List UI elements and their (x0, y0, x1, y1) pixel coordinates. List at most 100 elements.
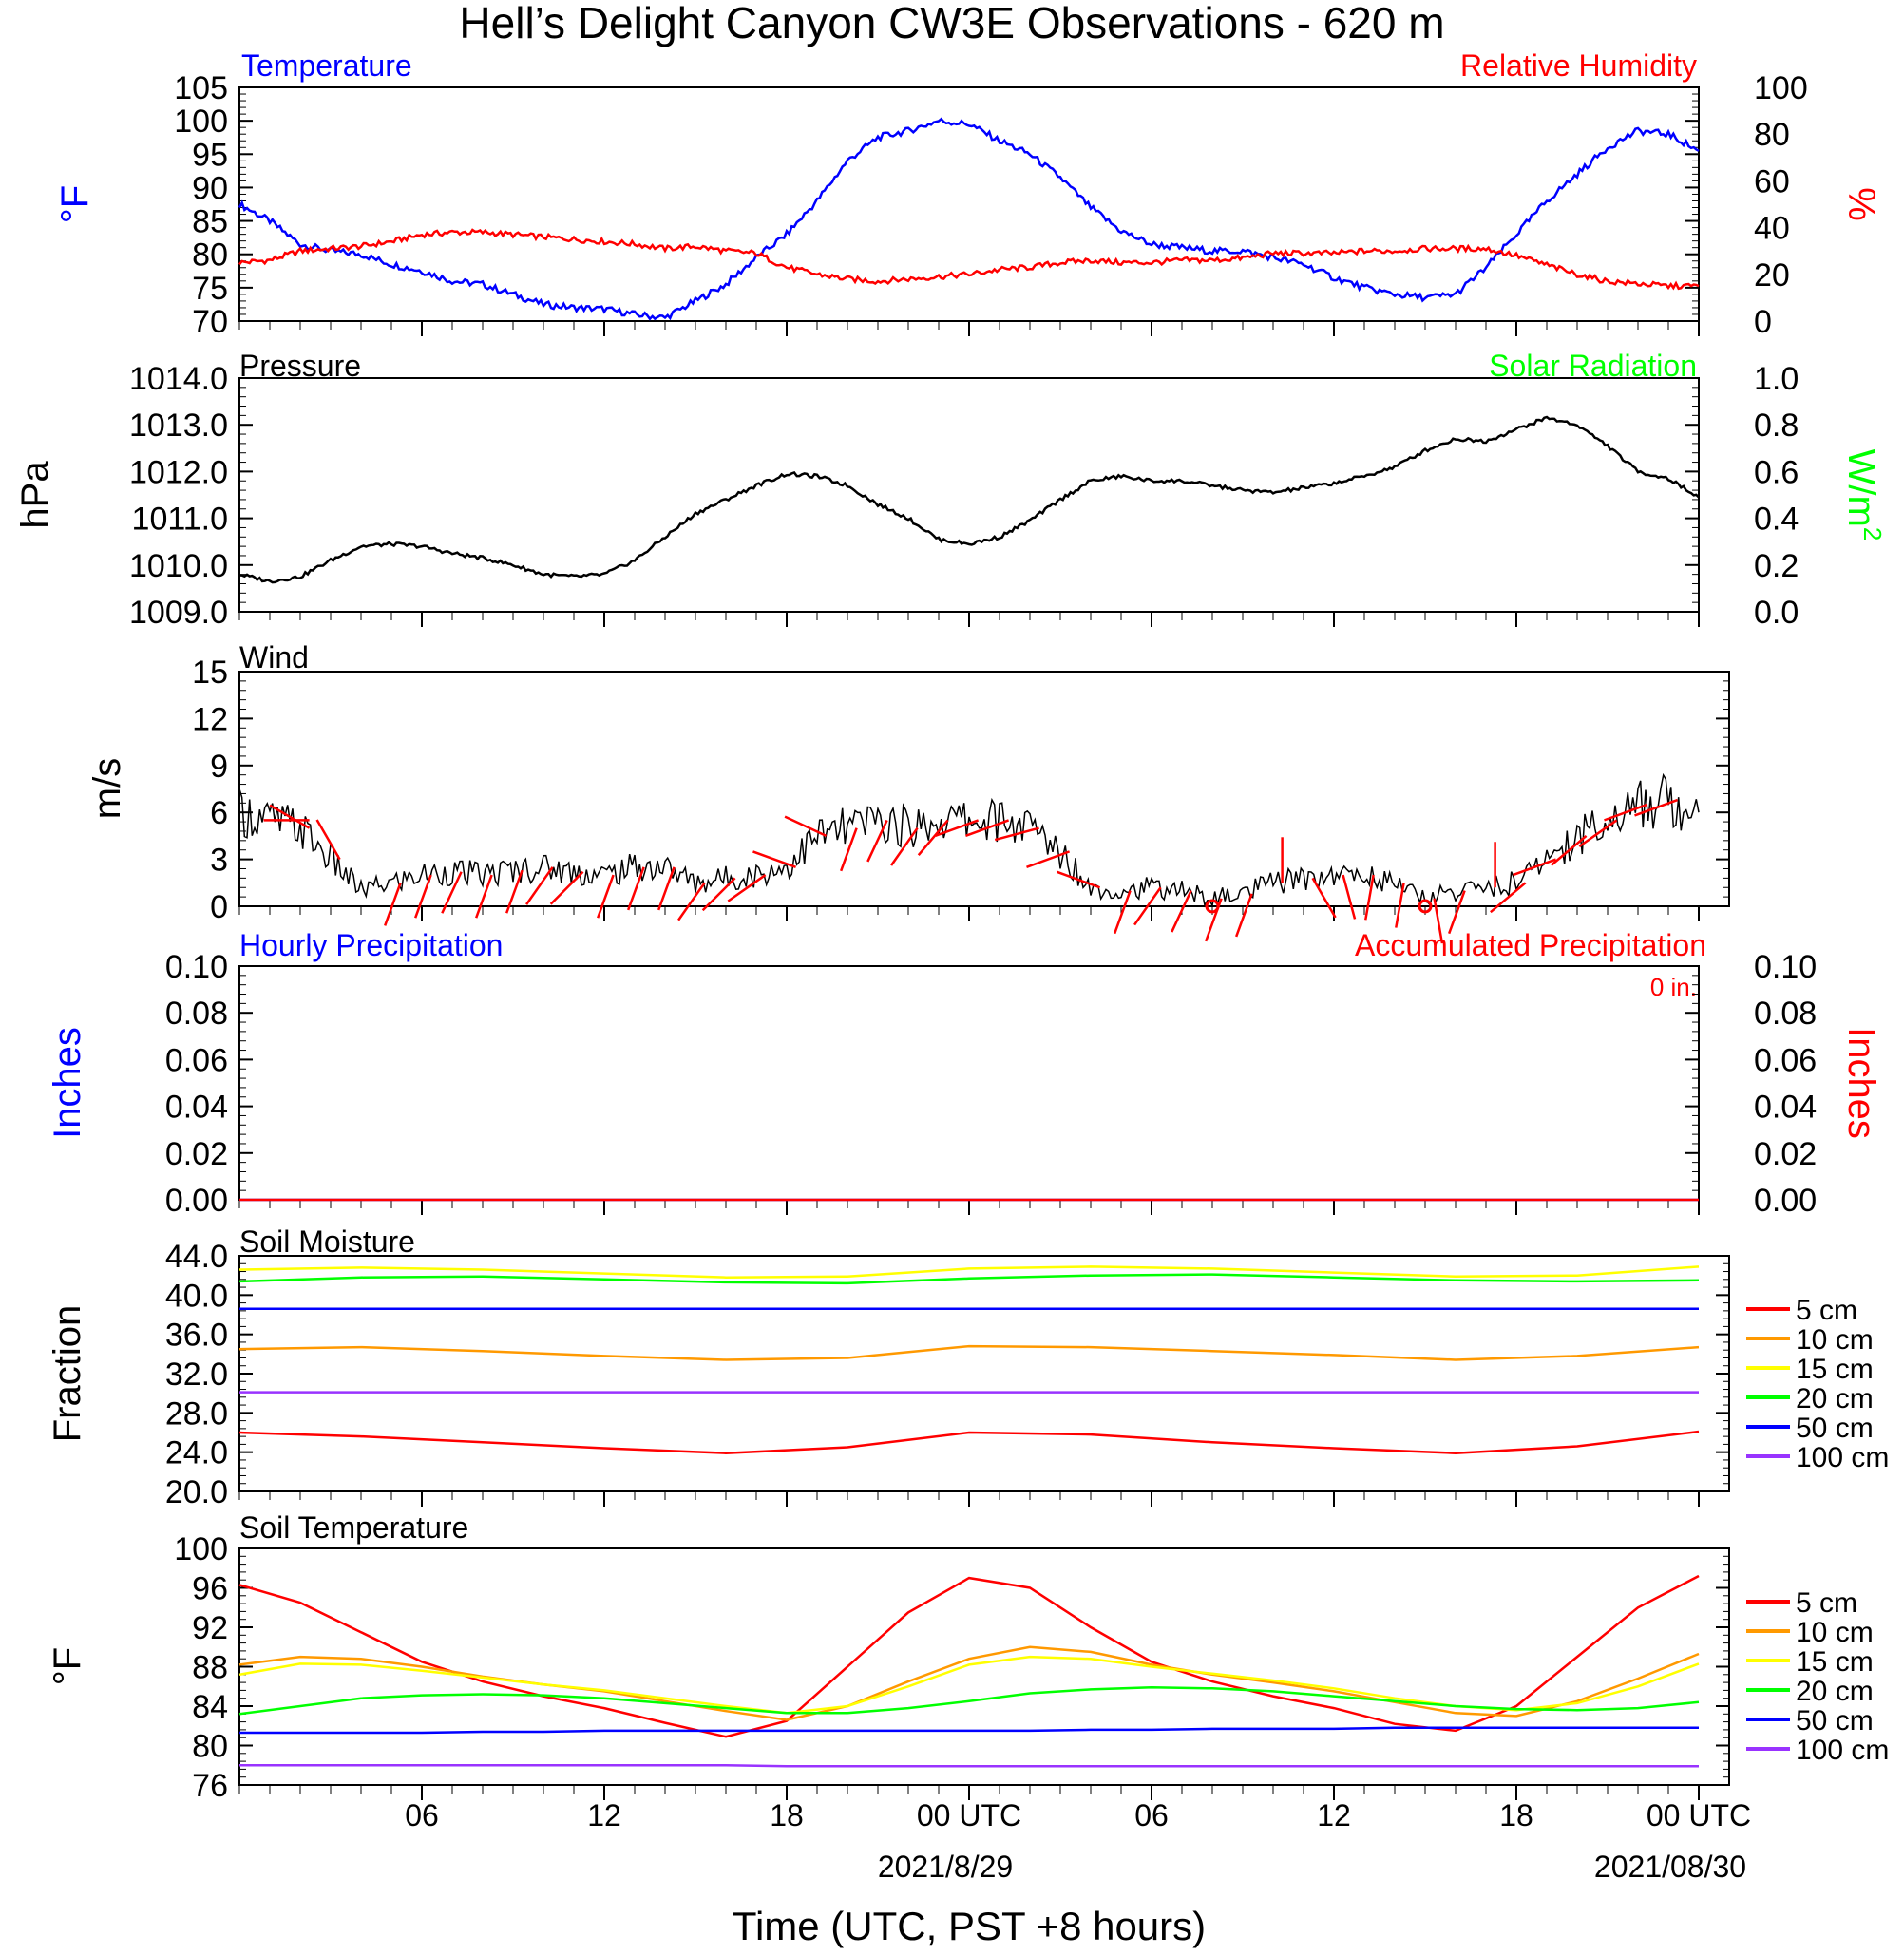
soil-moisture-y-ticks: 44.040.0 36.032.028.024.020.0 (165, 1239, 1729, 1510)
soil-moisture-ylabel: Fraction (47, 1305, 88, 1443)
series-line-5-cm (238, 1430, 1700, 1454)
y-tick-label-right: 100 (1754, 70, 1808, 106)
solar-ylabel-superscript: 2 (1858, 527, 1887, 541)
y-tick-label-left: 6 (210, 795, 228, 831)
hourly-precip-title: Hourly Precipitation (239, 928, 503, 962)
wind-barb (840, 827, 858, 872)
x-tick-label: 06 (1134, 1798, 1169, 1832)
wind-barb (1311, 877, 1337, 919)
legend-label: 20 cm (1796, 1676, 1874, 1707)
x-tick-label: 12 (587, 1798, 621, 1832)
x-tick-label: 00 UTC (917, 1798, 1021, 1832)
hourly-precip-y-ticks: 0.10 0.08 0.06 0.04 0.02 0.00 (165, 949, 1699, 1219)
humidity-title: Relative Humidity (1460, 48, 1697, 83)
pressure-title: Pressure (239, 349, 361, 383)
wind-barb (1634, 798, 1679, 817)
accumulated-precip-total: 0 in. (1650, 973, 1697, 1001)
y-tick-label-left: 1013.0 (129, 408, 228, 444)
wind-barb (677, 882, 706, 921)
y-tick-label-left: 80 (192, 1729, 228, 1765)
y-tick-label-left: 3 (210, 843, 228, 879)
solar-y-ticks: 1.0 0.8 0.6 0.4 0.2 0.0 (1754, 361, 1799, 631)
wind-barb (727, 874, 767, 902)
humidity-y-ticks: 100 80 60 40 20 0 (1754, 70, 1808, 340)
series-line-15-cm (238, 1655, 1700, 1715)
solar-ylabel-unit: W/m (1840, 449, 1882, 527)
plot-frame (238, 1255, 1730, 1492)
legend-label: 10 cm (1796, 1324, 1874, 1356)
temperature-title: Temperature (241, 48, 412, 83)
wind-barb (441, 871, 463, 914)
legend-label: 50 cm (1796, 1705, 1874, 1737)
wind-barb (597, 874, 615, 919)
y-tick-label-left: 100 (174, 104, 228, 140)
panel-pressure-solar: Pressure Solar Radiation hPa W/m2 1014.0… (14, 349, 1887, 631)
y-tick-label-left: 85 (192, 204, 228, 240)
series-line-10-cm (238, 1344, 1700, 1361)
wind-barb (1133, 886, 1162, 926)
legend-label: 100 cm (1796, 1735, 1889, 1766)
wind-barb (269, 804, 311, 829)
panel-soil-moisture: Soil Moisture Fraction 44.040.036.032.02… (47, 1224, 1889, 1510)
accumulated-precip-title: Accumulated Precipitation (1355, 928, 1706, 962)
wind-barb (1513, 858, 1557, 877)
wind-ylabel: m/s (86, 758, 128, 819)
y-tick-label-left: 0.02 (165, 1136, 228, 1172)
y-tick-label-left: 40.0 (165, 1278, 228, 1314)
panel-temperature-humidity: Temperature Relative Humidity °F % 10510… (54, 48, 1882, 340)
wind-barb (1235, 893, 1253, 938)
y-tick-label-left: 90 (192, 170, 228, 206)
y-tick-label-left: 0.06 (165, 1042, 228, 1078)
y-tick-label-right: 0.08 (1754, 996, 1817, 1032)
y-tick-label-left: 44.0 (165, 1239, 228, 1275)
wind-barb (1026, 850, 1071, 868)
series-line-relative-humidity (238, 228, 1700, 291)
legend-label: 10 cm (1796, 1617, 1874, 1648)
legend-label: 15 cm (1796, 1354, 1874, 1385)
wind-barb (1395, 883, 1405, 928)
y-tick-label-left: 24.0 (165, 1435, 228, 1471)
y-tick-label-left: 0.00 (165, 1183, 228, 1219)
wind-barb (384, 882, 402, 926)
wind-barb (315, 819, 341, 861)
y-tick-label-left: 95 (192, 137, 228, 173)
wind-barb (1604, 803, 1648, 822)
y-tick-label-left: 1009.0 (129, 595, 228, 631)
hourly-precip-ylabel: Inches (47, 1027, 88, 1139)
legend-label: 100 cm (1796, 1442, 1889, 1473)
y-tick-label-left: 96 (192, 1571, 228, 1607)
y-tick-label-left: 80 (192, 237, 228, 274)
accumulated-precip-ylabel: Inches (1840, 1027, 1882, 1139)
y-tick-label-left: 1011.0 (132, 502, 228, 538)
y-tick-label-left: 36.0 (165, 1318, 228, 1354)
y-tick-label-left: 88 (192, 1650, 228, 1686)
pressure-ylabel: hPa (14, 461, 56, 529)
x-tick-label: 06 (405, 1798, 439, 1832)
y-tick-label-left: 0 (210, 889, 228, 925)
accumulated-precip-y-ticks: 0.10 0.08 0.06 0.04 0.02 0.00 (1754, 949, 1817, 1219)
y-tick-label-left: 70 (192, 304, 228, 340)
wind-barb (917, 819, 949, 857)
wind-barb (505, 869, 524, 914)
wind-barb (866, 819, 888, 863)
legend-label: 5 cm (1796, 1295, 1857, 1326)
legend-label: 15 cm (1796, 1646, 1874, 1678)
y-tick-label-right: 0 (1754, 304, 1772, 340)
y-tick-label-right: 0.4 (1754, 502, 1799, 538)
wind-barb (965, 819, 1010, 838)
solar-ylabel: W/m2 (1840, 449, 1887, 541)
y-tick-label-left: 0.04 (165, 1090, 228, 1126)
temperature-ylabel: °F (54, 185, 96, 223)
solar-title: Solar Radiation (1489, 349, 1697, 383)
y-tick-label-left: 0.08 (165, 996, 228, 1032)
wind-title: Wind (239, 640, 309, 674)
calm-wind-marker (1418, 899, 1433, 914)
wind-barb (752, 850, 797, 869)
calm-wind-marker (1205, 899, 1220, 914)
legend-label: 5 cm (1796, 1587, 1857, 1619)
y-tick-label-left: 1010.0 (129, 548, 228, 584)
